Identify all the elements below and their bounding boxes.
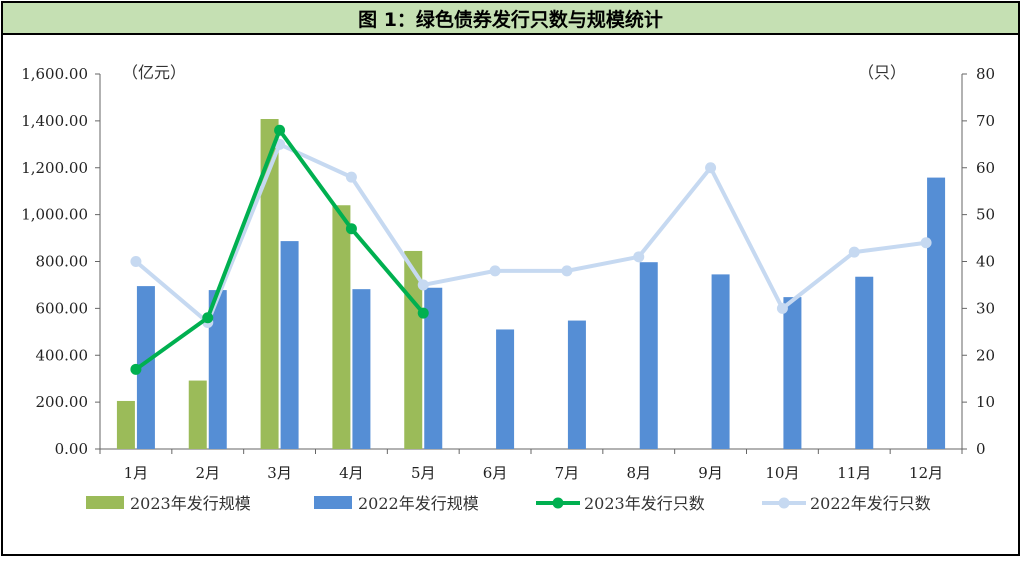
legend-item-0: 2023年发行规模 — [86, 494, 251, 513]
legend-item-2: 2023年发行只数 — [536, 494, 705, 513]
right-tick-label: 20 — [976, 346, 995, 364]
x-tick-label: 5月 — [411, 464, 436, 482]
x-tick-label: 3月 — [267, 464, 292, 482]
x-tick-label: 6月 — [483, 464, 508, 482]
bar-2022 — [639, 262, 658, 449]
lines — [130, 124, 932, 375]
right-tick-label: 30 — [976, 299, 995, 317]
line-point-2022 — [345, 171, 357, 183]
line-point-2022 — [561, 265, 573, 277]
left-tick-label: 1,000.00 — [21, 206, 88, 224]
left-axis-unit: （亿元） — [122, 63, 186, 82]
title-bar: 图 1：绿色债券发行只数与规模统计 — [3, 3, 1018, 35]
x-tick-label: 1月 — [124, 464, 149, 482]
bar-2022 — [496, 329, 515, 449]
line-point-2022 — [920, 237, 932, 249]
right-tick-label: 10 — [976, 393, 995, 411]
x-tick-label: 2月 — [195, 464, 220, 482]
x-tick-label: 10月 — [765, 464, 799, 482]
x-tick-label: 8月 — [626, 464, 651, 482]
legend-label: 2023年发行只数 — [584, 494, 705, 513]
x-tick-label: 12月 — [909, 464, 943, 482]
x-tick-label: 7月 — [555, 464, 580, 482]
x-tick-label: 4月 — [339, 464, 364, 482]
line-point-2023 — [274, 124, 286, 136]
legend-swatch-marker — [778, 497, 790, 509]
bar-2022 — [855, 276, 874, 449]
bar-2022 — [424, 287, 443, 449]
left-tick-label: 1,200.00 — [21, 159, 88, 177]
bar-2022 — [352, 289, 371, 449]
legend-label: 2022年发行规模 — [358, 494, 479, 513]
left-tick-label: 800.00 — [36, 253, 89, 271]
line-point-2022 — [705, 162, 717, 174]
bar-2023 — [116, 400, 135, 449]
bar-2022 — [711, 274, 730, 449]
legend-swatch — [314, 496, 352, 509]
bar-2023 — [332, 205, 351, 449]
line-point-2022 — [776, 302, 788, 314]
bar-2022 — [783, 297, 802, 449]
line-point-2023 — [202, 312, 214, 324]
right-tick-label: 0 — [976, 440, 986, 458]
line-point-2022 — [417, 279, 429, 291]
line-point-2022 — [848, 246, 860, 258]
bar-2022 — [927, 177, 946, 449]
bar-2023 — [404, 250, 423, 449]
legend-item-1: 2022年发行规模 — [314, 494, 479, 513]
bars — [116, 119, 946, 449]
x-tick-label: 9月 — [698, 464, 723, 482]
legend-swatch — [86, 496, 124, 509]
line-point-2022 — [130, 256, 142, 267]
right-tick-label: 40 — [976, 253, 995, 271]
left-tick-label: 0.00 — [55, 440, 88, 458]
left-tick-label: 1,400.00 — [21, 112, 88, 130]
left-tick-label: 200.00 — [36, 393, 89, 411]
line-point-2023 — [130, 363, 142, 375]
legend: 2023年发行规模 2022年发行规模 2023年发行只数 2022年发行只数 — [86, 494, 931, 513]
bar-2023 — [188, 380, 207, 449]
bar-2022 — [136, 286, 155, 449]
right-tick-label: 80 — [976, 65, 995, 83]
line-point-2022 — [489, 265, 501, 277]
line-point-2022 — [633, 251, 645, 263]
line-series-2023 — [134, 128, 425, 371]
left-tick-label: 400.00 — [36, 346, 89, 364]
bar-2022 — [567, 320, 586, 449]
axes: 0.00 200.00 400.00 600.00 800.00 1,000.00 1,20… — [21, 63, 995, 482]
legend-swatch-marker — [552, 497, 564, 509]
right-tick-label: 70 — [976, 112, 995, 130]
line-point-2023 — [417, 307, 429, 319]
line-point-2023 — [345, 223, 357, 235]
bar-2022 — [208, 290, 227, 449]
line-series-2022 — [134, 142, 927, 325]
right-axis-unit: （只） — [858, 63, 906, 82]
right-tick-label: 50 — [976, 206, 995, 224]
x-tick-label: 11月 — [837, 464, 871, 482]
left-tick-label: 1,600.00 — [21, 65, 88, 83]
right-tick-label: 60 — [976, 159, 995, 177]
legend-item-3: 2022年发行只数 — [762, 494, 931, 513]
bar-2023 — [260, 119, 279, 449]
legend-label: 2023年发行规模 — [130, 494, 251, 513]
left-tick-label: 600.00 — [36, 299, 89, 317]
bar-2022 — [280, 241, 299, 449]
chart-title: 图 1：绿色债券发行只数与规模统计 — [358, 8, 663, 31]
legend-label: 2022年发行只数 — [810, 494, 931, 513]
